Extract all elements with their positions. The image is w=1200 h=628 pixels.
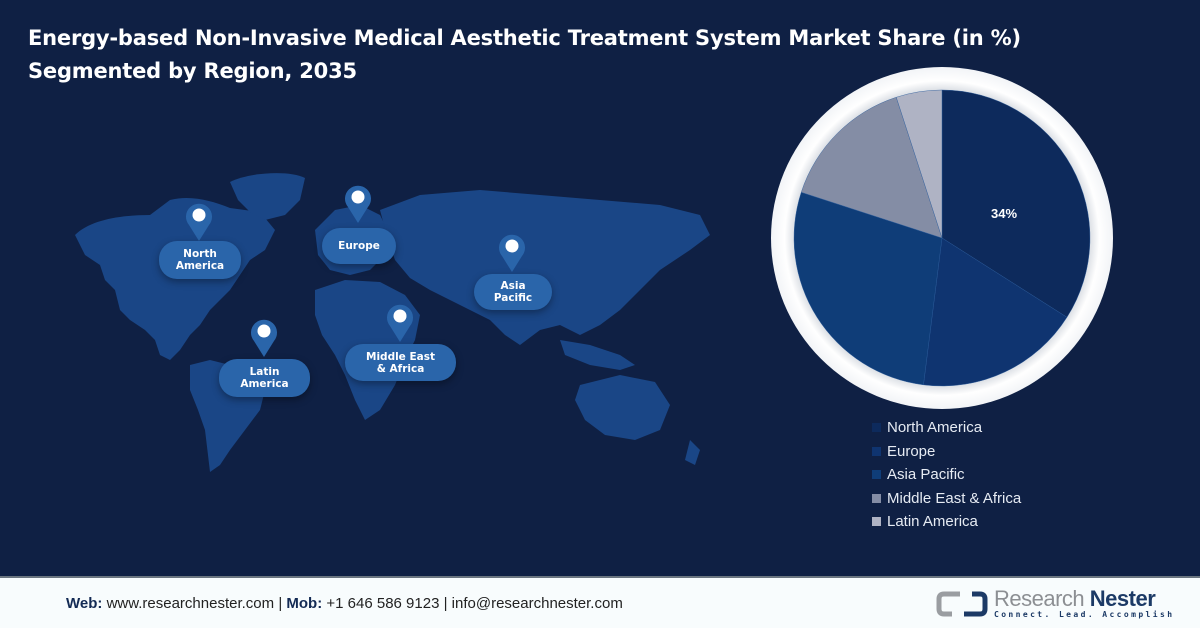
badge-label-line1: Latin	[249, 366, 280, 378]
legend-swatch	[872, 470, 881, 480]
legend-label: Latin America	[887, 513, 978, 531]
legend-label: Asia Pacific	[887, 466, 965, 484]
pie-slice-north-america	[941, 89, 1091, 318]
phone-number[interactable]: +1 646 586 9123	[326, 595, 440, 612]
legend-label: Europe	[887, 442, 936, 460]
map-pin-icon	[499, 234, 525, 272]
logo-tagline: Connect. Lead. Accomplish	[994, 610, 1175, 619]
legend-item-europe: Europe	[872, 440, 1021, 464]
pie-slice-latin-america	[896, 89, 943, 239]
badge-label-line2: Pacific	[493, 292, 533, 304]
separator: |	[278, 595, 283, 612]
pie-slice-asia-pacific	[793, 192, 943, 386]
badge-label-line1: Middle East	[366, 350, 435, 363]
legend-item-north-america: North America	[872, 416, 1021, 440]
australia-landmass	[575, 375, 670, 440]
map-pin-icon	[186, 203, 212, 241]
pie-slice-middle-east-africa	[800, 96, 943, 239]
region-badge-middle-east-africa: Middle East & Africa	[345, 344, 456, 381]
pie-chart: 34%	[770, 66, 1114, 410]
region-badge-europe: Europe	[322, 228, 396, 264]
pie-slice-europe	[923, 237, 1068, 387]
map-pin-icon	[387, 304, 413, 342]
badge-label-line1: Asia	[500, 280, 526, 292]
badge-label-line2: America	[240, 378, 289, 390]
badge-label-line2: America	[175, 260, 225, 272]
legend-item-middle-east-africa: Middle East & Africa	[872, 487, 1021, 511]
region-badge-latin-america: Latin America	[219, 359, 310, 397]
logo-word-research: Research	[994, 586, 1085, 611]
legend-swatch	[872, 423, 881, 433]
web-link[interactable]: www.researchnester.com	[106, 595, 275, 612]
footer: Web: www.researchnester.com | Mob: +1 64…	[0, 576, 1200, 628]
badge-label-line2: & Africa	[376, 362, 425, 375]
research-nester-logo: Research Nester Connect. Lead. Accomplis…	[936, 588, 1174, 619]
title-line-1: Energy-based Non-Invasive Medical Aesthe…	[28, 26, 1021, 50]
page-title: Energy-based Non-Invasive Medical Aesthe…	[28, 22, 1021, 88]
mobile-label: Mob:	[286, 595, 323, 612]
legend-item-latin-america: Latin America	[872, 510, 1021, 534]
infographic-panel: Energy-based Non-Invasive Medical Aesthe…	[28, 22, 1114, 534]
north-america-landmass	[75, 197, 275, 360]
legend-item-asia-pacific: Asia Pacific	[872, 463, 1021, 487]
new-zealand-landmass	[685, 440, 700, 465]
logo-icon	[936, 591, 988, 616]
legend-swatch	[872, 446, 881, 456]
legend-label: North America	[887, 419, 983, 437]
email-link[interactable]: info@researchnester.com	[451, 595, 623, 612]
separator: |	[443, 595, 448, 612]
contact-info: Web: www.researchnester.com | Mob: +1 64…	[66, 595, 623, 612]
map-pin-icon	[345, 185, 371, 223]
pie-data-label: 34%	[991, 206, 1017, 221]
web-label: Web:	[66, 595, 103, 612]
badge-label-line1: Europe	[338, 240, 380, 252]
map-pin-icon	[251, 319, 277, 357]
greenland-landmass	[230, 173, 305, 220]
region-badge-asia-pacific: Asia Pacific	[474, 274, 552, 310]
asia-landmass	[380, 190, 710, 345]
legend-swatch	[872, 493, 881, 503]
southeast-asia-landmass	[560, 340, 635, 370]
badge-label-line1: North	[183, 248, 217, 260]
title-line-2: Segmented by Region, 2035	[28, 59, 357, 83]
chart-legend: North America Europe Asia Pacific Middle…	[872, 416, 1021, 534]
pie-slices	[793, 89, 1091, 387]
region-badge-north-america: North America	[159, 241, 241, 279]
legend-swatch	[872, 517, 881, 527]
legend-label: Middle East & Africa	[887, 489, 1022, 507]
logo-word-nester: Nester	[1089, 586, 1156, 611]
